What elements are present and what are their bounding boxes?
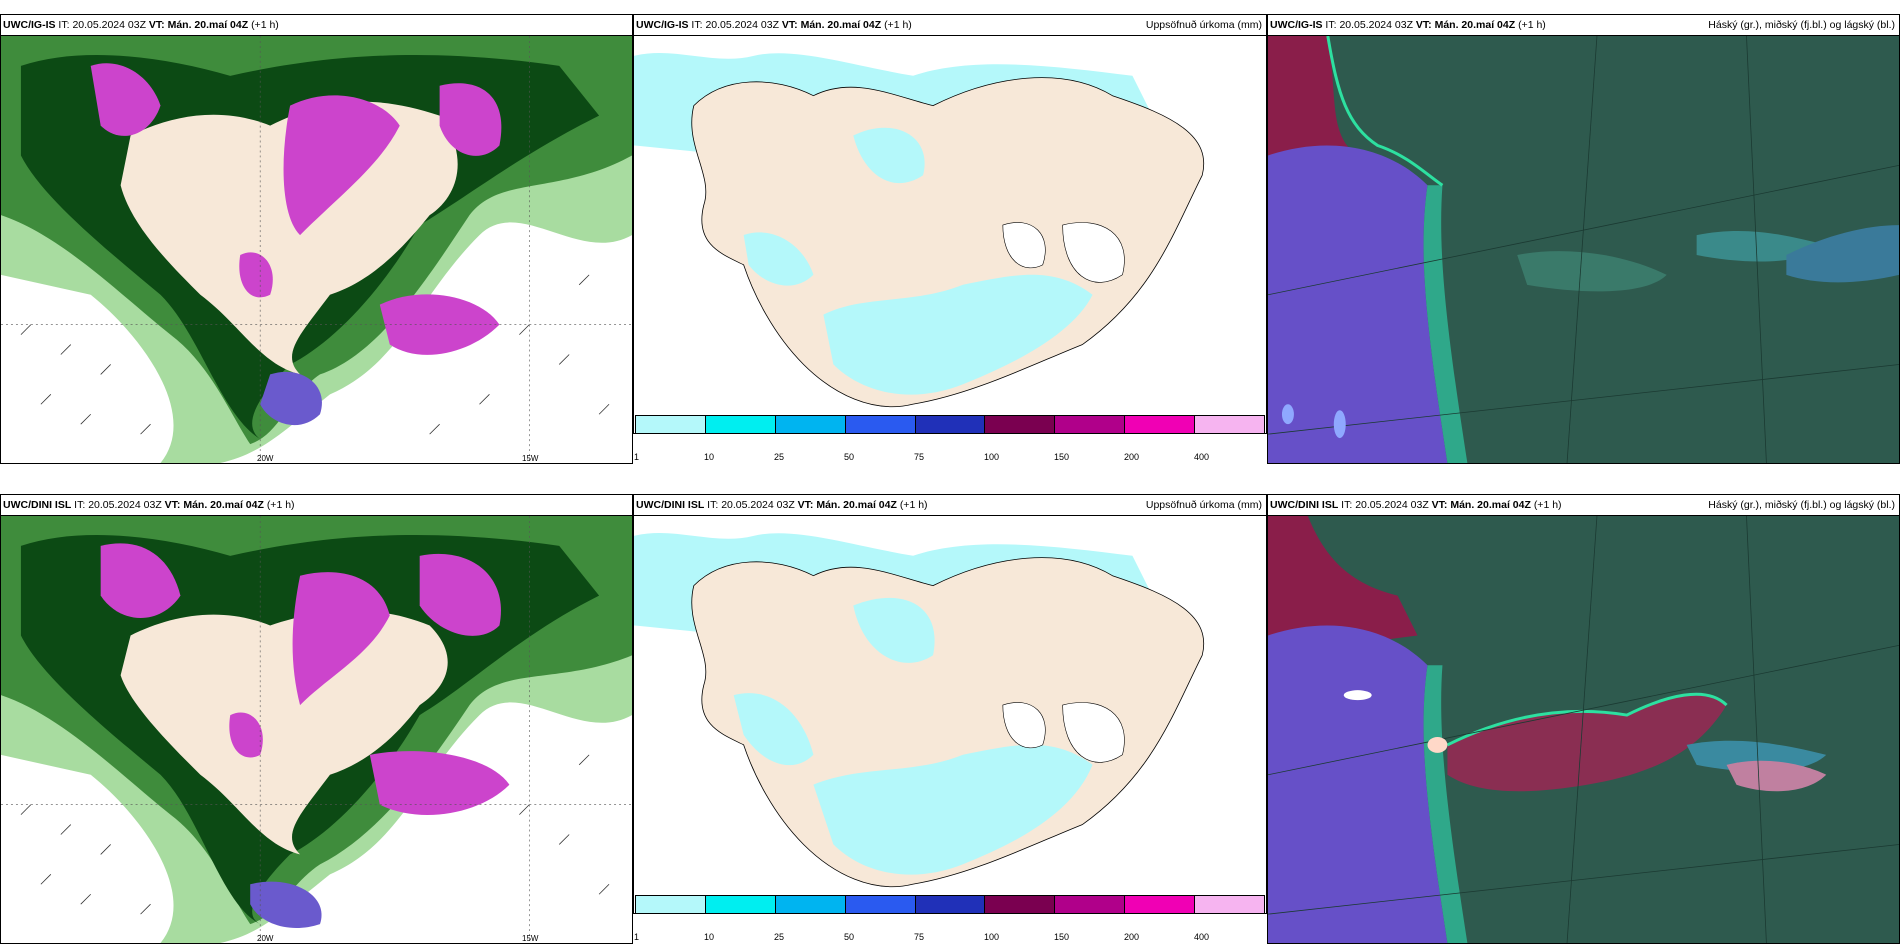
field-title: Uppsöfnuð úrkoma (mm) xyxy=(1145,19,1262,31)
lead-time: (+1 h) xyxy=(266,499,295,511)
lead-time: (+1 h) xyxy=(1518,19,1546,31)
wind-map-svg xyxy=(1,36,632,463)
precip-colorbar xyxy=(635,895,1265,913)
lon-tick-15w: 15W xyxy=(522,934,539,943)
panel-header: UWC/IG-IS IT: 20.05.2024 03Z VT: Mán. 20… xyxy=(1268,15,1899,36)
cloud-map-svg xyxy=(1268,36,1899,463)
lead-time: (+1 h) xyxy=(899,499,928,511)
field-title: Háský (gr.), miðský (fj.bl.) og lágský (… xyxy=(1708,499,1895,511)
cb-label: 400 xyxy=(1194,932,1210,942)
field-title: Háský (gr.), miðský (fj.bl.) og lágský (… xyxy=(1708,19,1895,31)
wind-map: 20W 15W xyxy=(1,516,632,943)
cloud-panel-bottom: UWC/DINI ISL IT: 20.05.2024 03Z VT: Mán.… xyxy=(1267,494,1900,944)
wind-panel-top: UWC/IG-IS IT: 20.05.2024 03Z VT: Mán. 20… xyxy=(0,14,633,464)
init-time: 20.05.2024 03Z xyxy=(88,499,162,511)
precip-colorbar xyxy=(635,415,1265,433)
model-name: UWC/IG-IS xyxy=(636,19,689,31)
it-label: IT: xyxy=(1341,499,1353,511)
wind-panel-bottom: UWC/DINI ISL IT: 20.05.2024 03Z VT: Mán.… xyxy=(0,494,633,944)
vt-label: VT: xyxy=(164,499,181,511)
panel-header: UWC/DINI ISL IT: 20.05.2024 03Z VT: Mán.… xyxy=(634,495,1266,516)
init-time: 20.05.2024 03Z xyxy=(705,19,779,31)
init-time: 20.05.2024 03Z xyxy=(1355,499,1429,511)
cloud-panel-top: UWC/IG-IS IT: 20.05.2024 03Z VT: Mán. 20… xyxy=(1267,14,1900,464)
it-label: IT: xyxy=(691,19,703,31)
it-label: IT: xyxy=(707,499,719,511)
cb-label: 75 xyxy=(914,452,925,462)
it-label: IT: xyxy=(1325,19,1337,31)
cb-label: 25 xyxy=(774,932,785,942)
vt-label: VT: xyxy=(1431,499,1448,511)
wind-map: 20W 15W xyxy=(1,36,632,463)
precip-map-svg xyxy=(634,516,1266,913)
wind-map-svg xyxy=(1,516,632,943)
vt-label: VT: xyxy=(1415,19,1432,31)
valid-time: Mán. 20.maí 04Z xyxy=(1450,499,1531,511)
cb-label: 75 xyxy=(914,932,925,942)
colorbar-labels-top: 1 10 25 50 75 100 150 200 400 xyxy=(634,452,1266,464)
cb-label: 10 xyxy=(704,452,715,462)
vt-label: VT: xyxy=(797,499,814,511)
valid-time: Mán. 20.maí 04Z xyxy=(167,19,249,31)
panel-header: UWC/IG-IS IT: 20.05.2024 03Z VT: Mán. 20… xyxy=(1,15,632,36)
cb-label: 1 xyxy=(634,452,640,462)
precip-map xyxy=(634,516,1266,913)
precip-panel-top: UWC/IG-IS IT: 20.05.2024 03Z VT: Mán. 20… xyxy=(633,14,1267,434)
valid-time: Mán. 20.maí 04Z xyxy=(183,499,264,511)
precip-panel-bottom: UWC/DINI ISL IT: 20.05.2024 03Z VT: Mán.… xyxy=(633,494,1267,914)
valid-time: Mán. 20.maí 04Z xyxy=(1434,19,1516,31)
it-label: IT: xyxy=(74,499,86,511)
cb-label: 25 xyxy=(774,452,785,462)
cloud-map xyxy=(1268,516,1899,943)
model-name: UWC/IG-IS xyxy=(3,19,56,31)
cb-label: 100 xyxy=(984,452,1000,462)
lon-tick-20w: 20W xyxy=(257,454,274,463)
it-label: IT: xyxy=(58,19,70,31)
model-name: UWC/IG-IS xyxy=(1270,19,1323,31)
lon-tick-20w: 20W xyxy=(257,934,274,943)
init-time: 20.05.2024 03Z xyxy=(1339,19,1413,31)
lon-tick-15w: 15W xyxy=(522,454,539,463)
cb-label: 100 xyxy=(984,932,1000,942)
panel-header: UWC/DINI ISL IT: 20.05.2024 03Z VT: Mán.… xyxy=(1268,495,1899,516)
valid-time: Mán. 20.maí 04Z xyxy=(800,19,882,31)
cb-label: 150 xyxy=(1054,452,1070,462)
cb-label: 50 xyxy=(844,452,855,462)
cb-label: 400 xyxy=(1194,452,1210,462)
colorbar-labels-bottom: 1 10 25 50 75 100 150 200 400 xyxy=(634,932,1266,944)
cb-label: 50 xyxy=(844,932,855,942)
model-name: UWC/DINI ISL xyxy=(636,499,705,511)
cb-label: 150 xyxy=(1054,932,1070,942)
init-time: 20.05.2024 03Z xyxy=(72,19,146,31)
vt-label: VT: xyxy=(148,19,165,31)
lead-time: (+1 h) xyxy=(251,19,279,31)
cloud-map-svg xyxy=(1268,516,1899,943)
field-title: Uppsöfnuð úrkoma (mm) xyxy=(1145,499,1262,511)
precip-map xyxy=(634,36,1266,433)
lead-time: (+1 h) xyxy=(884,19,912,31)
panel-header: UWC/DINI ISL IT: 20.05.2024 03Z VT: Mán.… xyxy=(1,495,632,516)
model-name: UWC/DINI ISL xyxy=(3,499,72,511)
model-name: UWC/DINI ISL xyxy=(1270,499,1339,511)
cloud-map xyxy=(1268,36,1899,463)
vt-label: VT: xyxy=(781,19,798,31)
cb-label: 200 xyxy=(1124,932,1140,942)
precip-map-svg xyxy=(634,36,1266,433)
cb-label: 200 xyxy=(1124,452,1140,462)
cb-label: 10 xyxy=(704,932,715,942)
lead-time: (+1 h) xyxy=(1533,499,1562,511)
cb-label: 1 xyxy=(634,932,640,942)
init-time: 20.05.2024 03Z xyxy=(721,499,795,511)
panel-header: UWC/IG-IS IT: 20.05.2024 03Z VT: Mán. 20… xyxy=(634,15,1266,36)
valid-time: Mán. 20.maí 04Z xyxy=(816,499,897,511)
